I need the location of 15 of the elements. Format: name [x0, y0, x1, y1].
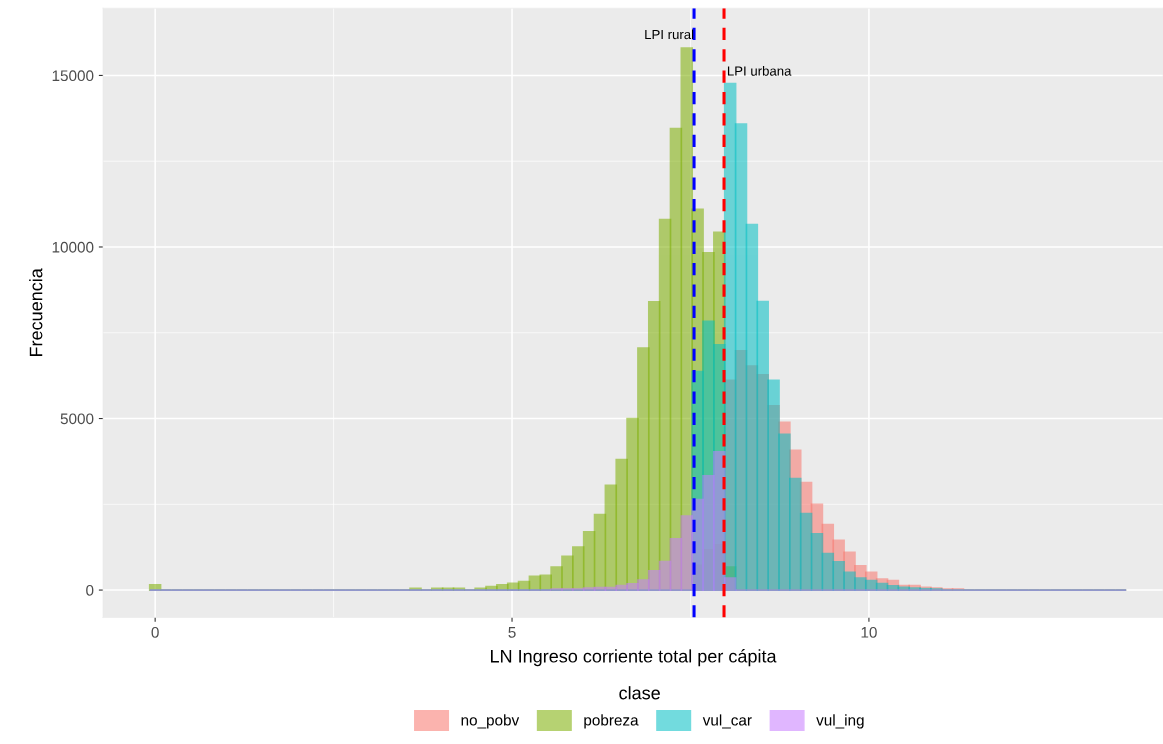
- x-tick-label: 0: [151, 626, 159, 638]
- x-axis-title: LN Ingreso corriente total per cápita: [490, 649, 777, 667]
- y-axis-title: Frecuencia: [29, 268, 43, 357]
- legend-label: pobreza: [584, 714, 639, 729]
- ref-line-label: LPI urbana: [727, 66, 792, 76]
- x-tick-label: 5: [508, 627, 516, 638]
- x-tick-label: 10: [861, 626, 877, 638]
- legend-label: vul_ing: [816, 714, 864, 729]
- y-tick-label: 10000: [52, 241, 94, 253]
- y-tick-label: 15000: [52, 70, 94, 82]
- legend-title: clase: [619, 686, 660, 700]
- legend-label: no_pobv: [461, 714, 520, 729]
- y-tick-label: 5000: [60, 413, 94, 425]
- y-tick-label: 0: [86, 584, 94, 596]
- legend-label: vul_car: [702, 714, 752, 729]
